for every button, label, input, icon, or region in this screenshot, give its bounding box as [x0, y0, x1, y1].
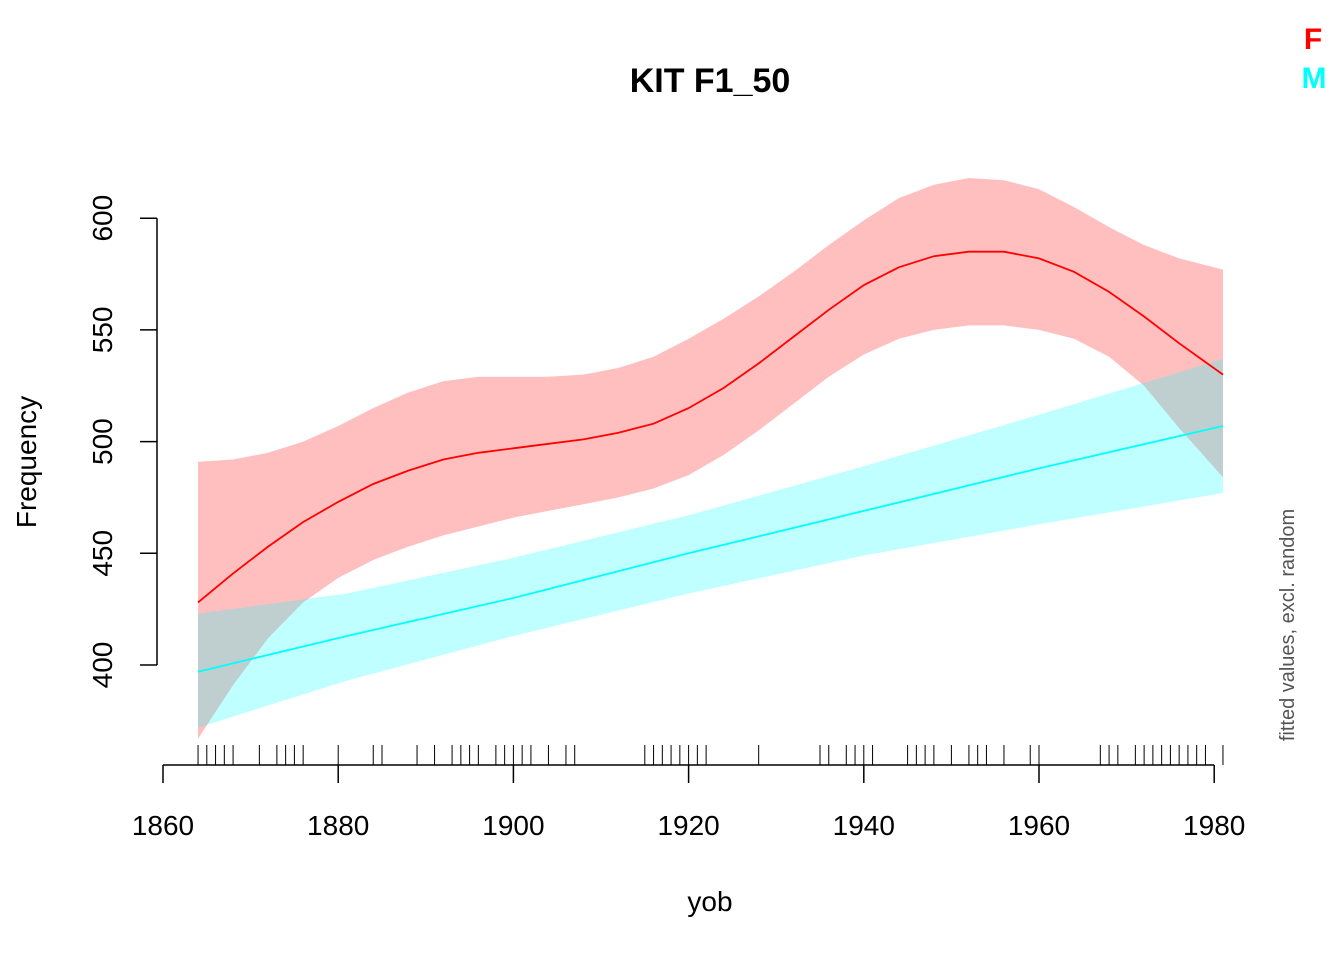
y-tick-label: 600	[87, 195, 118, 242]
x-tick-label: 1860	[132, 810, 194, 841]
x-tick-label: 1880	[307, 810, 369, 841]
fitted-lines	[197, 250, 1224, 673]
x-tick-label: 1960	[1008, 810, 1070, 841]
side-note: fitted values, excl. random	[1277, 509, 1299, 741]
x-axis: 1860 1880 1900 1920 1940 1960 1980	[132, 764, 1245, 841]
y-axis: 400 450 500 550 600	[87, 195, 158, 689]
y-tick-label: 400	[87, 642, 118, 689]
y-tick-label: 500	[87, 418, 118, 465]
chart-title: KIT F1_50	[630, 62, 791, 100]
y-tick-label: 550	[87, 307, 118, 354]
legend-label-m: M	[1302, 62, 1327, 95]
x-tick-label: 1940	[833, 810, 895, 841]
x-tick-label: 1920	[657, 810, 719, 841]
band-m	[198, 358, 1223, 728]
x-axis-label: yob	[687, 886, 732, 917]
legend-label-f: F	[1304, 23, 1322, 56]
series-line-f	[197, 250, 1224, 604]
rug-marks	[197, 745, 1224, 765]
legend: F M	[1302, 23, 1327, 95]
y-tick-label: 450	[87, 530, 118, 577]
band-f	[198, 178, 1223, 739]
y-axis-label: Frequency	[11, 396, 42, 528]
x-tick-label: 1900	[482, 810, 544, 841]
series-line-m	[197, 425, 1224, 673]
x-tick-label: 1980	[1183, 810, 1245, 841]
confidence-bands	[198, 178, 1223, 739]
